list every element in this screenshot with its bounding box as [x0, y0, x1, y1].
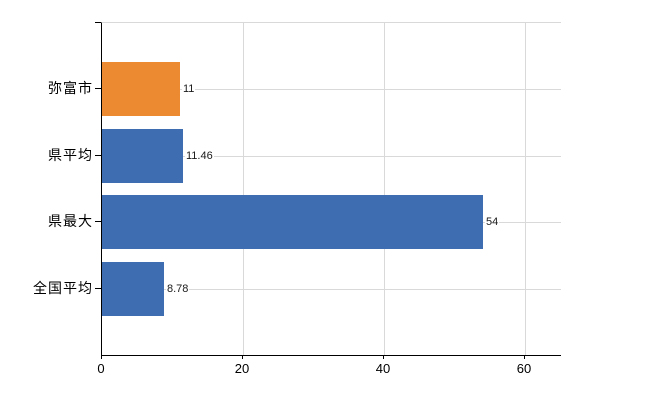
- value-label: 8.78: [166, 282, 190, 296]
- x-axis-tick-label: 20: [234, 361, 250, 376]
- value-label: 11.46: [185, 149, 214, 163]
- y-axis-tick: [95, 88, 101, 89]
- y-axis-tick: [95, 155, 101, 156]
- horizontal-gridline: [102, 89, 561, 90]
- bar-弥富市: [102, 62, 180, 116]
- value-label: 11: [182, 82, 196, 96]
- category-label-県平均: 県平均: [48, 147, 93, 163]
- vertical-gridline: [243, 23, 244, 355]
- plot-area: 11 11.46 54 8.78: [101, 22, 561, 356]
- x-axis-tick: [242, 355, 243, 359]
- y-axis-tick: [95, 288, 101, 289]
- y-axis-top-tick: [95, 22, 101, 23]
- value-label: 54: [485, 215, 500, 229]
- category-label-弥富市: 弥富市: [48, 80, 93, 96]
- vertical-gridline: [384, 23, 385, 355]
- bar-県平均: [102, 129, 183, 183]
- x-axis-tick: [383, 355, 384, 359]
- x-axis-tick-label: 40: [375, 361, 391, 376]
- horizontal-gridline: [102, 289, 561, 290]
- x-axis-tick-label: 60: [516, 361, 532, 376]
- y-axis-tick: [95, 221, 101, 222]
- vertical-gridline: [525, 23, 526, 355]
- x-axis-tick: [524, 355, 525, 359]
- x-axis-tick: [101, 355, 102, 359]
- category-label-県最大: 県最大: [48, 213, 93, 229]
- bar-全国平均: [102, 262, 164, 316]
- bar-県最大: [102, 195, 483, 249]
- horizontal-gridline: [102, 156, 561, 157]
- category-label-全国平均: 全国平均: [33, 280, 93, 296]
- x-axis-tick-label: 0: [97, 361, 105, 376]
